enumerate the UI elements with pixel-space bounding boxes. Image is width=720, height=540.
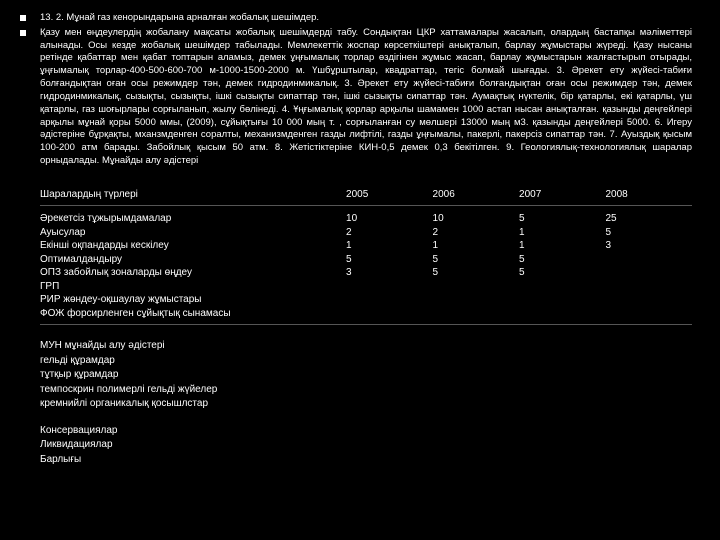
table-cell-line: 2 <box>346 226 428 240</box>
group-line: кремнийлі органикалық қосышлстар <box>40 397 692 412</box>
group-line: темпоскрин полимерлі гельді жүйелер <box>40 383 692 398</box>
table-header: 2008 <box>606 182 693 206</box>
table-cell: 51155 <box>519 206 605 325</box>
bullet-text: Қазу мен өңдеулердің жобалану мақсаты жо… <box>40 27 692 168</box>
table-cell-line: 3 <box>606 239 689 253</box>
table-cell-line: Әрекетсіз тұжырымдамалар <box>40 212 342 226</box>
text-group: КонсервацияларЛиквидацияларБарлығы <box>40 424 692 468</box>
table-cell-line: 1 <box>433 239 515 253</box>
table-cell-line: Екінші оқпандарды кескілеу <box>40 239 342 253</box>
table-cell-line: 5 <box>519 212 601 226</box>
table-cell: 2553 <box>606 206 693 325</box>
bullet-icon <box>20 15 26 21</box>
bullet-item: Қазу мен өңдеулердің жобалану мақсаты жо… <box>20 27 692 168</box>
bullet-list: 13. 2. Мұнай газ кенорындарына арналған … <box>20 12 692 168</box>
group-line: МУН мұнайды алу әдістері <box>40 339 692 354</box>
table-header: 2005 <box>346 182 432 206</box>
text-group: МУН мұнайды алу әдістерігельді құрамдарт… <box>40 339 692 412</box>
table-cell-line: 5 <box>606 226 689 240</box>
table-cell-line: 1 <box>519 226 601 240</box>
table-cell-line: 1 <box>346 239 428 253</box>
table-cell-line: 3 <box>346 266 428 280</box>
table-cell-line: ГРП <box>40 280 342 294</box>
table-cell: Әрекетсіз тұжырымдамаларАуысуларЕкінші о… <box>40 206 346 325</box>
bullet-item: 13. 2. Мұнай газ кенорындарына арналған … <box>20 12 692 25</box>
table-cell-line: 5 <box>346 253 428 267</box>
bullet-text: 13. 2. Мұнай газ кенорындарына арналған … <box>40 12 692 25</box>
table-header: 2006 <box>433 182 519 206</box>
table-cell-line: 5 <box>519 253 601 267</box>
table-cell-line: 10 <box>346 212 428 226</box>
table-cell-line: 5 <box>433 253 515 267</box>
group-line: Консервациялар <box>40 424 692 439</box>
group-line: гельді құрамдар <box>40 354 692 369</box>
table-cell: 102153 <box>346 206 432 325</box>
table-cell-line: 10 <box>433 212 515 226</box>
table-cell-line: 1 <box>519 239 601 253</box>
table-header: 2007 <box>519 182 605 206</box>
table-cell-line: 25 <box>606 212 689 226</box>
table-cell: 102155 <box>433 206 519 325</box>
table-cell-line: РИР жөндеу-оқшаулау жұмыстары <box>40 293 342 307</box>
data-table: Шаралардың түрлері 2005 2006 2007 2008 Ә… <box>40 182 692 326</box>
table-cell-line: ОПЗ забойлық зоналарды өңдеу <box>40 266 342 280</box>
table-cell-line: Оптималдандыру <box>40 253 342 267</box>
table-cell-line: ФОЖ форсирленген сұйықтық сынамасы <box>40 307 342 321</box>
group-line: тұтқыр құрамдар <box>40 368 692 383</box>
content-block: Шаралардың түрлері 2005 2006 2007 2008 Ә… <box>40 182 692 468</box>
group-line: Ликвидациялар <box>40 438 692 453</box>
group-line: Барлығы <box>40 453 692 468</box>
table-cell-line: 5 <box>433 266 515 280</box>
table-header: Шаралардың түрлері <box>40 182 346 206</box>
table-cell-line: Ауысулар <box>40 226 342 240</box>
table-cell-line: 2 <box>433 226 515 240</box>
bullet-icon <box>20 30 26 36</box>
table-cell-line: 5 <box>519 266 601 280</box>
